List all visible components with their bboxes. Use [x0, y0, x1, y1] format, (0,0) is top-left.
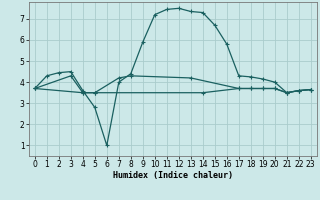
X-axis label: Humidex (Indice chaleur): Humidex (Indice chaleur)	[113, 171, 233, 180]
